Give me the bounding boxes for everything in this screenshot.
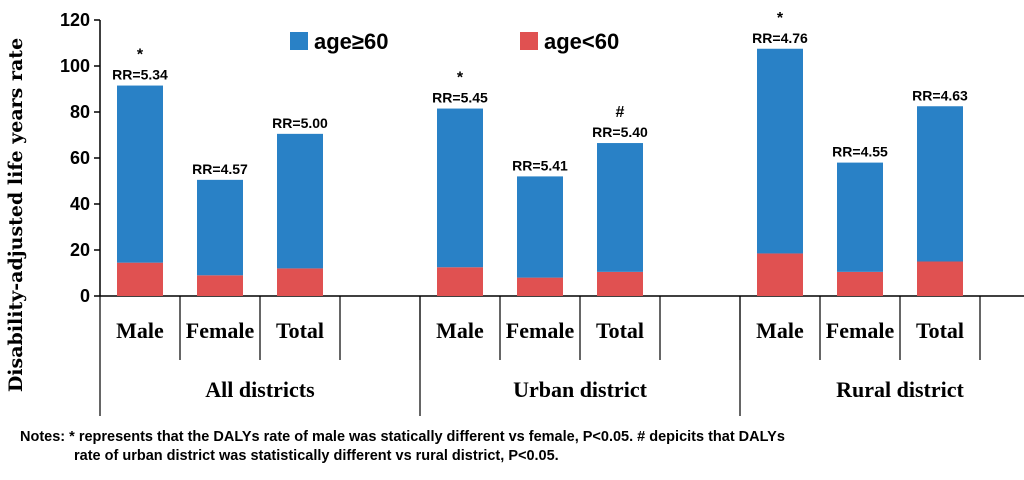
legend-label: age<60 [544,29,619,54]
category-label: Male [116,318,164,343]
rr-label: RR=5.45 [432,90,488,106]
rr-label: RR=4.63 [912,87,968,103]
rr-label: RR=4.55 [832,144,888,160]
bar-age-lt-60 [117,262,163,296]
bars [117,48,963,296]
category-label: Total [596,318,644,343]
bar-age-ge-60 [197,179,243,276]
bar-age-ge-60 [517,176,563,278]
category-label: Female [186,318,255,343]
bar-age-lt-60 [597,271,643,296]
chart-notes: Notes: * represents that the DALYs rate … [20,428,1010,466]
bar-age-ge-60 [437,108,483,268]
category-label: Total [276,318,324,343]
significance-mark: * [457,70,464,87]
notes-line-2: rate of urban district was statistically… [74,448,559,464]
bar-age-ge-60 [277,133,323,269]
group-label: Urban district [513,377,648,402]
notes-line-1: Notes: * represents that the DALYs rate … [20,429,785,445]
category-label: Total [916,318,964,343]
legend-swatch [520,32,538,50]
rr-label: RR=4.76 [752,30,808,46]
category-label: Male [436,318,484,343]
bar-age-lt-60 [197,275,243,296]
group-label: Rural district [836,377,964,402]
y-tick-label: 120 [60,10,90,30]
bar-age-lt-60 [757,253,803,296]
bar-age-ge-60 [117,85,163,263]
rr-label: RR=5.41 [512,157,568,173]
bar-age-lt-60 [917,261,963,296]
category-label: Female [826,318,895,343]
significance-mark: # [616,104,625,121]
y-tick-label: 20 [70,240,90,260]
y-tick-label: 60 [70,148,90,168]
rr-label: RR=5.00 [272,115,328,131]
legend: age≥60 age<60 [290,29,619,54]
y-tick-label: 40 [70,194,90,214]
y-tick-label: 0 [80,286,90,306]
significance-mark: * [777,10,784,27]
y-tick-label: 100 [60,56,90,76]
legend-swatch [290,32,308,50]
category-label: Male [756,318,804,343]
bar-age-lt-60 [517,277,563,296]
bar-age-lt-60 [277,268,323,296]
bar-age-lt-60 [437,267,483,296]
legend-label: age≥60 [314,29,388,54]
significance-mark: * [137,47,144,64]
bar-age-ge-60 [597,143,643,272]
rr-label: RR=4.57 [192,161,248,177]
bar-age-ge-60 [837,162,883,272]
bar-age-lt-60 [837,271,883,296]
y-tick-label: 80 [70,102,90,122]
bar-age-ge-60 [757,48,803,254]
labels: RR=5.34 * Male RR=4.57 Female RR=5.00 Total All… [112,10,968,402]
group-label: All districts [205,377,315,402]
axes: 0 20 40 60 80 100 120 Disability-adjusted life … [5,10,1024,416]
bar-age-ge-60 [917,106,963,262]
y-axis-label: Disability-adjusted life years rate [5,38,27,392]
category-label: Female [506,318,575,343]
rr-label: RR=5.40 [592,124,648,140]
rr-label: RR=5.34 [112,67,168,83]
